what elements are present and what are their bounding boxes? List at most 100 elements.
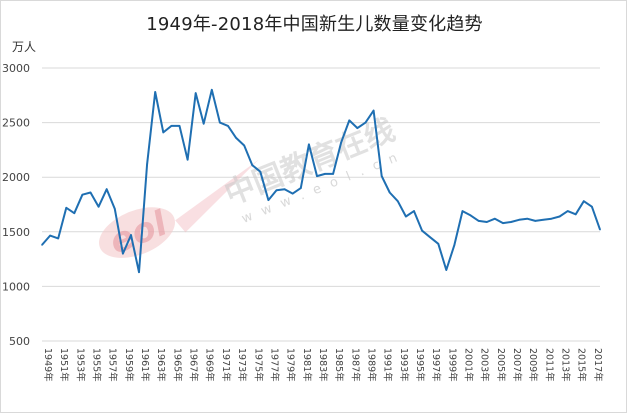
x-tick-label: 1959年 [123,348,135,382]
data-point [461,210,464,212]
data-point [283,188,286,190]
data-point [130,234,132,236]
x-tick-label: 1995年 [414,348,426,382]
x-tick-label: 1953年 [74,348,86,382]
data-point [421,229,423,232]
y-tick-label: 3000 [2,62,30,75]
data-point [437,243,440,245]
x-tick-label: 1991年 [382,348,394,382]
data-point [558,215,561,218]
x-tick-label: 1949年 [42,348,54,382]
data-point [324,173,326,175]
x-tick-label: 1955年 [91,348,103,382]
x-axis-ticks: 1949年 1951年 1953年 1955年 1957年 1959年 1961年 1963年… [42,348,604,382]
data-point [65,207,68,209]
data-point [356,127,359,129]
x-tick-label: 1985年 [333,348,345,382]
data-point [405,215,407,218]
data-point [348,119,351,122]
x-tick-label: 1963年 [155,348,167,382]
x-tick-label: 1951年 [58,348,70,382]
x-tick-label: 1999年 [446,348,458,382]
x-tick-label: 1967年 [188,348,200,382]
y-unit-label: 万人 [12,40,37,54]
data-point [372,109,375,112]
x-tick-label: 1975年 [252,348,264,382]
data-point [235,137,237,139]
x-tick-label: 1979年 [285,348,297,382]
data-point [364,121,367,124]
data-point [388,191,391,194]
data-point [486,221,488,223]
watermark: eol 中国教育在线 w w w . e o l . c n [99,113,402,263]
x-tick-label: 1957年 [107,348,119,382]
data-point [73,212,76,214]
data-point [574,213,577,216]
data-point [332,173,334,175]
x-tick-label: 2009年 [527,348,539,382]
data-point [227,125,229,127]
y-axis-ticks: 500 1000 1500 2000 2500 3000 [2,62,30,348]
data-point [138,271,140,274]
data-point [300,187,302,189]
data-point [275,189,278,192]
data-point [477,220,480,222]
chart-title: 1949年-2018年中国新生儿数量变化趋势 [146,14,483,35]
x-tick-label: 2013年 [560,348,572,382]
data-point [194,92,197,94]
data-point [340,141,343,144]
data-point [308,143,310,146]
data-point [81,193,84,196]
series-line [41,88,601,274]
data-point [591,205,593,208]
data-point [502,222,504,224]
watermark-logo-shape [99,207,175,258]
data-point [41,244,43,246]
x-tick-label: 1961年 [139,348,151,382]
y-tick-label: 1000 [2,280,30,293]
data-point [445,269,448,271]
data-point [57,237,59,240]
data-point [526,217,528,220]
data-point [413,210,415,212]
y-tick-label: 1500 [2,226,30,239]
data-point [583,200,585,202]
data-point [89,191,92,194]
x-tick-label: 2015年 [576,348,588,382]
data-point [469,214,472,217]
x-tick-label: 2011年 [543,348,555,382]
grid-layer [42,67,600,342]
x-tick-label: 2001年 [463,348,475,382]
data-point [429,236,432,239]
data-point [380,175,383,177]
x-tick-label: 1993年 [398,348,410,382]
data-point [146,163,148,165]
x-tick-label: 1987年 [349,348,361,382]
data-point [518,219,520,221]
x-tick-label: 1971年 [220,348,232,382]
x-tick-label: 2003年 [479,348,491,382]
data-point [178,125,181,127]
x-tick-label: 2005年 [495,348,507,382]
data-point [211,89,213,91]
data-point [122,252,124,255]
data-point [219,121,221,124]
data-point [49,234,51,237]
data-point [291,192,294,195]
data-point [105,188,108,190]
data-point [243,144,245,147]
data-point [114,208,116,210]
x-tick-label: 1997年 [430,348,442,382]
data-point [397,200,399,202]
y-tick-label: 2000 [2,171,30,184]
data-point [162,131,165,134]
y-tick-label: 500 [9,335,30,348]
x-tick-label: 2017年 [592,348,604,382]
data-point [316,175,318,177]
data-point [566,210,569,212]
x-tick-label: 1977年 [268,348,280,382]
x-tick-label: 2007年 [511,348,523,382]
data-point [154,91,156,93]
